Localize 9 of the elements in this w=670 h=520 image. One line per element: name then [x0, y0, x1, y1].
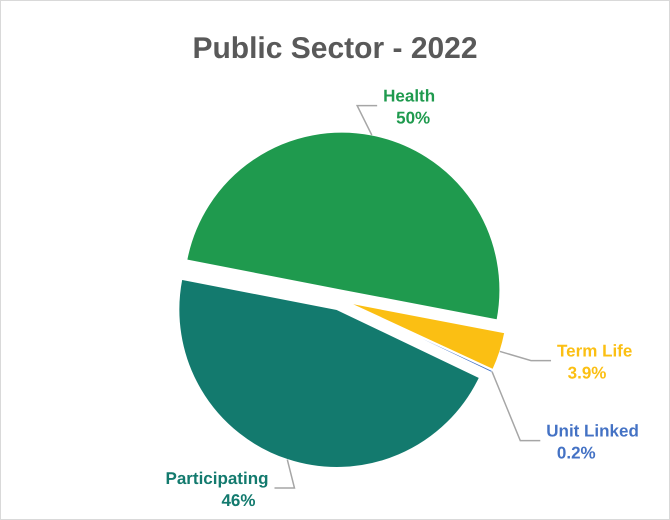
data-label: 46%: [221, 491, 256, 510]
slice-label: Participating: [166, 469, 268, 488]
data-label: 0.2%: [556, 444, 596, 463]
slice-label: Term Life: [557, 342, 632, 361]
slice-label: Unit Linked: [546, 422, 639, 441]
data-label: 3.9%: [568, 364, 606, 383]
slice-label: Health: [383, 86, 436, 106]
data-label: 50%: [396, 108, 430, 128]
chart-title: Public Sector - 2022: [192, 32, 478, 65]
